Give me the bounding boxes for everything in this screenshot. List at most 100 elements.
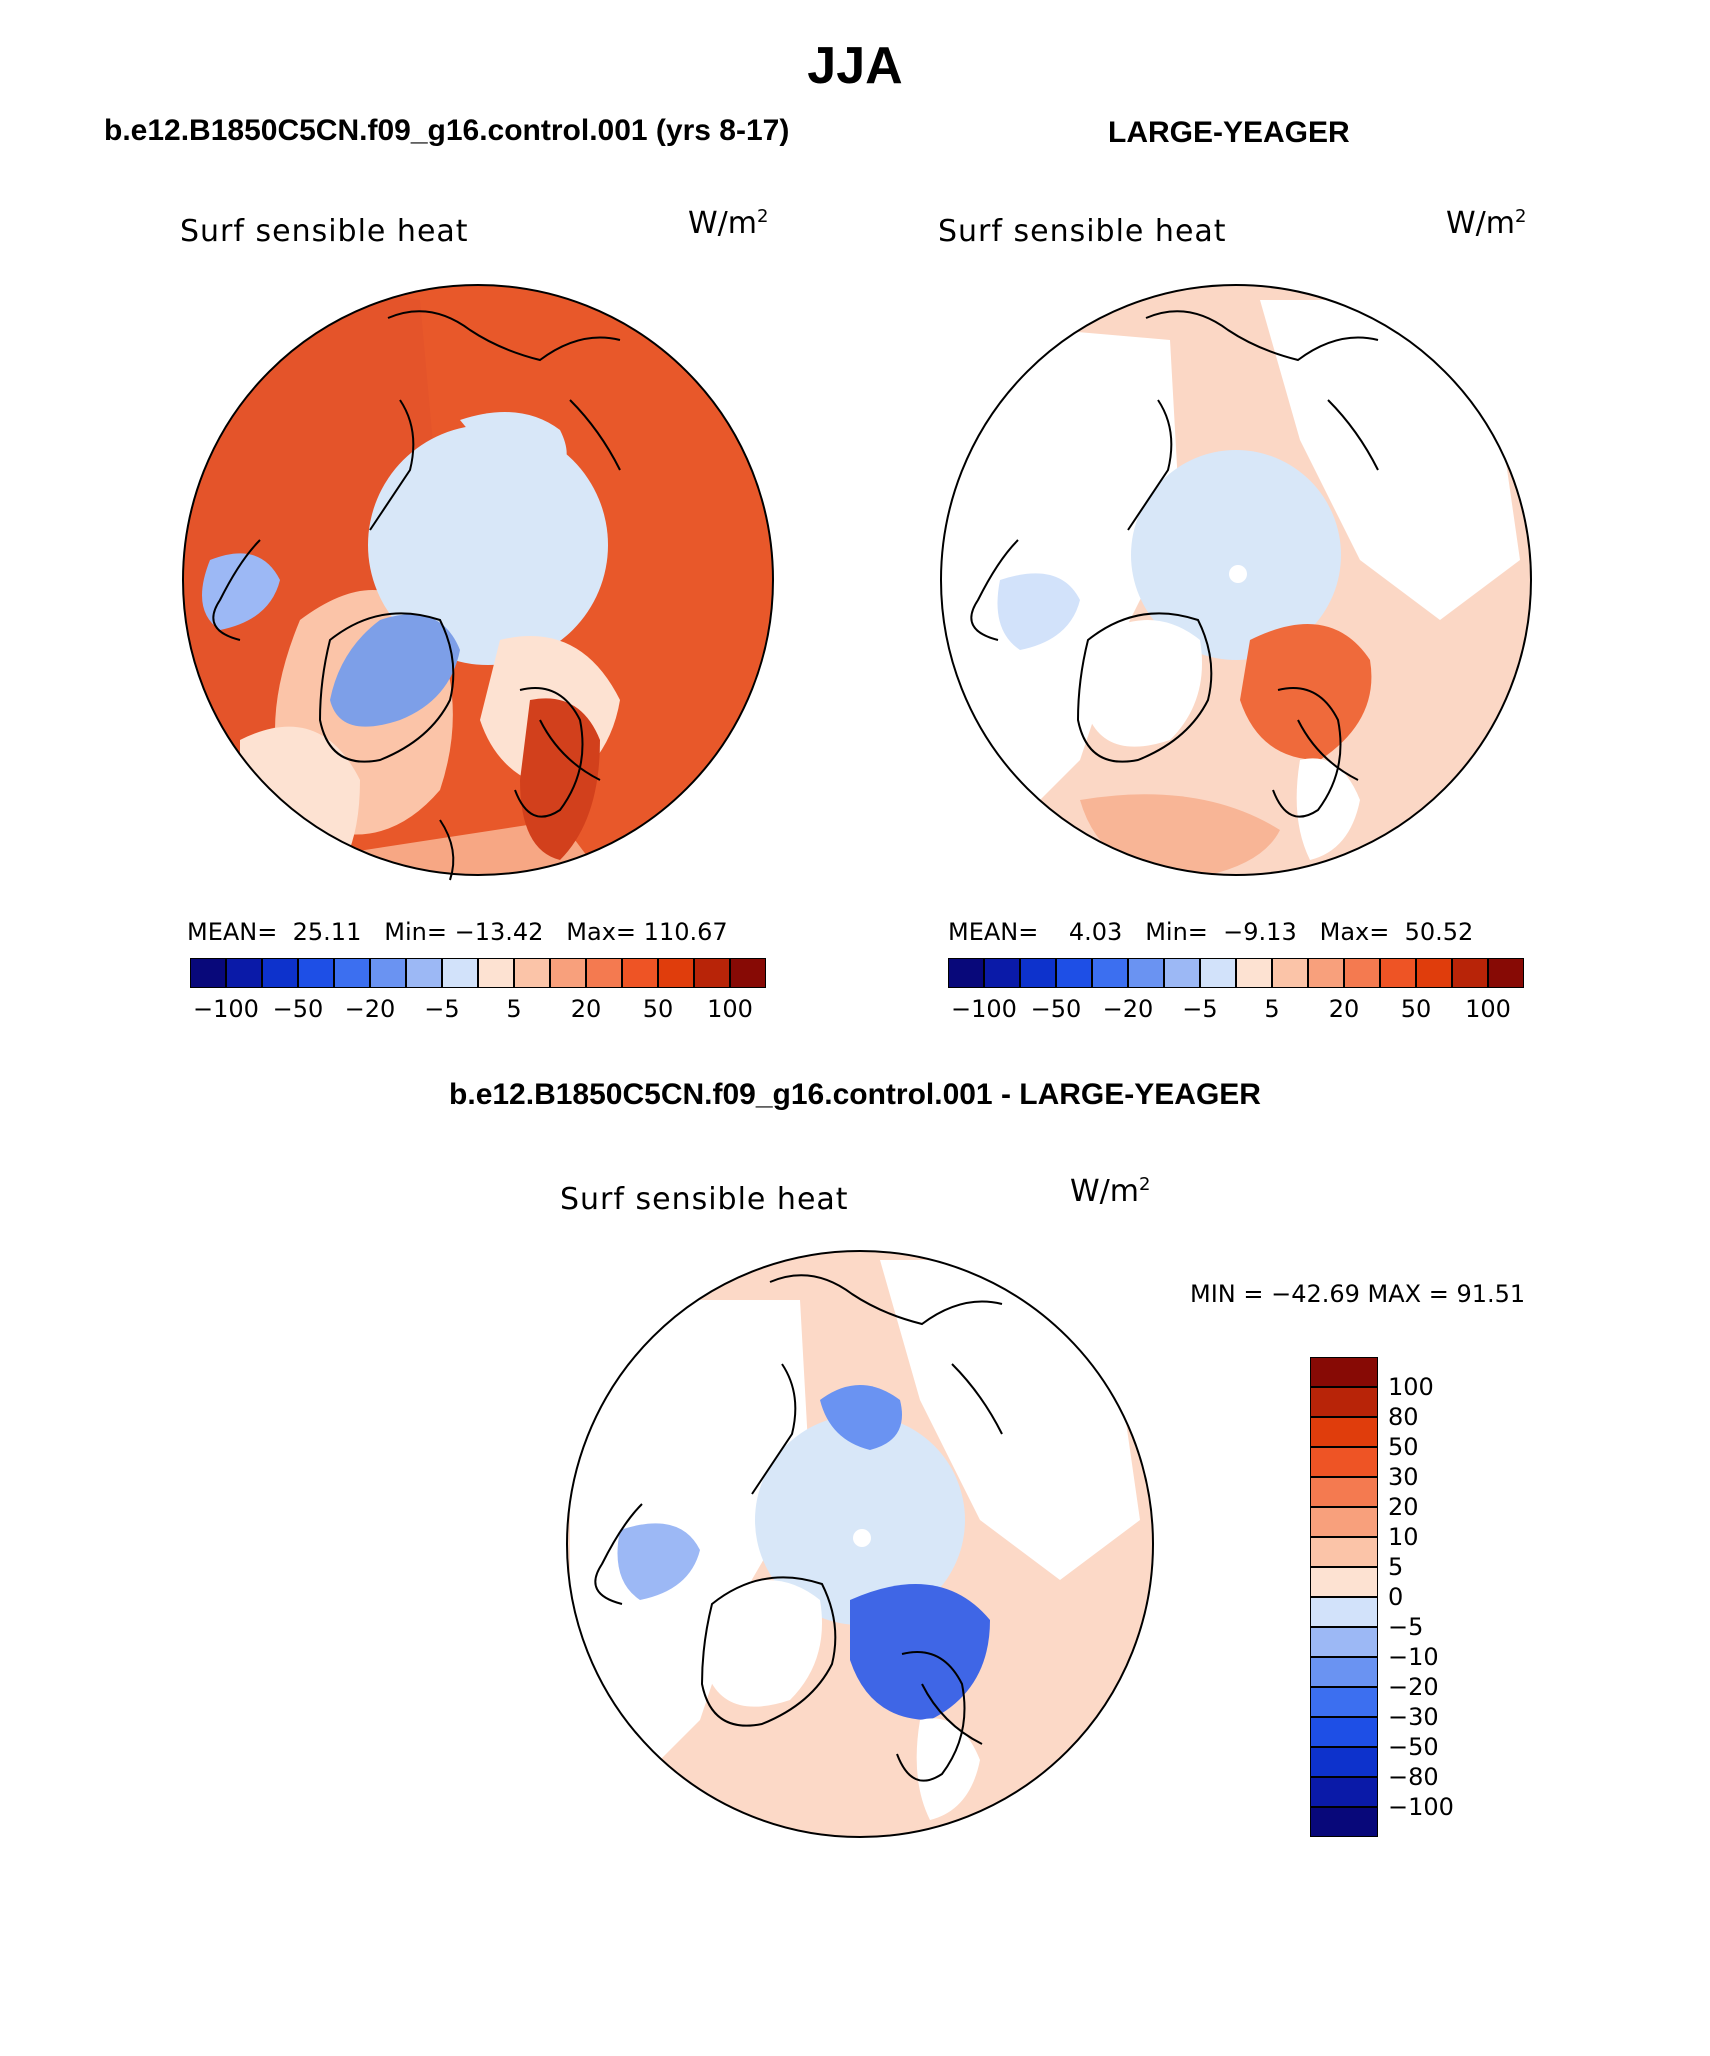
control-colorbar xyxy=(190,958,766,988)
diff-sea-ice-field xyxy=(755,1415,965,1625)
diff-colorbar-box xyxy=(1310,1387,1378,1417)
ly-max-label: Max= xyxy=(1319,918,1390,946)
control-mean-value: 25.11 xyxy=(292,918,362,946)
control-sea-ice-lobe xyxy=(460,412,567,480)
ly-greenland-land xyxy=(1090,620,1202,747)
diff-colorbar-box xyxy=(1310,1507,1378,1537)
diff-colorbar-tick-label: −100 xyxy=(1388,1793,1454,1821)
ly-scandinavia-land xyxy=(1296,758,1360,860)
control-map-frame xyxy=(182,284,774,876)
control-polar-map xyxy=(183,285,773,875)
control-coastlines xyxy=(212,310,621,881)
ly-colorbar-box xyxy=(1380,958,1416,988)
ly-colorbar-tick-label: 100 xyxy=(1465,995,1511,1023)
ly-colorbar-box xyxy=(948,958,984,988)
control-max-label: Max= xyxy=(566,918,637,946)
control-min-label: Min= xyxy=(384,918,447,946)
control-sea-ice-field xyxy=(368,425,608,665)
diff-units-label: W/m2 xyxy=(1070,1174,1151,1209)
diff-colorbar-box xyxy=(1310,1807,1378,1837)
ly-colorbar-box xyxy=(1056,958,1092,988)
ly-max-value: 50.52 xyxy=(1404,918,1474,946)
control-stats-line: MEAN= 25.11 Min= −13.42 Max= 110.67 xyxy=(187,918,728,946)
ly-colorbar-box xyxy=(1128,958,1164,988)
ly-colorbar-box xyxy=(1488,958,1524,988)
control-scandinavia-field xyxy=(520,698,600,860)
ly-colorbar-box xyxy=(984,958,1020,988)
diff-min-max-label: MIN = −42.69 MAX = 91.51 xyxy=(1190,1280,1526,1308)
diff-colorbar-tick-label: 50 xyxy=(1388,1433,1419,1461)
diff-variable-label: Surf sensible heat xyxy=(560,1182,849,1217)
diff-colorbar-tick-label: −30 xyxy=(1388,1703,1439,1731)
ly-mean-label: MEAN= xyxy=(948,918,1039,946)
control-baffin-bay-field xyxy=(240,726,360,875)
ly-min-label: Min= xyxy=(1145,918,1208,946)
diff-coastlines xyxy=(594,1274,1003,1782)
control-colorbar-box xyxy=(298,958,334,988)
ly-colorbar-box xyxy=(1416,958,1452,988)
figure-title: JJA xyxy=(807,37,903,95)
ly-colorbar-tick-label: −5 xyxy=(1182,995,1218,1023)
control-colorbar-tick-label: −50 xyxy=(272,995,324,1023)
control-max-value: 110.67 xyxy=(643,918,728,946)
ly-sea-ice-field xyxy=(1131,450,1341,660)
diff-ice-edge-anomaly xyxy=(820,1385,902,1450)
control-colorbar-box xyxy=(370,958,406,988)
diff-scandinavia-land xyxy=(916,1718,980,1820)
ly-min-value: −9.13 xyxy=(1223,918,1297,946)
control-colorbar-box xyxy=(478,958,514,988)
diff-colorbar-tick-label: −20 xyxy=(1388,1673,1439,1701)
diff-colorbar-box xyxy=(1310,1627,1378,1657)
control-colorbar-box xyxy=(442,958,478,988)
diff-colorbar-box xyxy=(1310,1687,1378,1717)
control-colorbar-box xyxy=(550,958,586,988)
control-colorbar-tick-label: −100 xyxy=(193,995,259,1023)
diff-colorbar-tick-label: 0 xyxy=(1388,1583,1404,1611)
control-colorbar-box xyxy=(190,958,226,988)
control-mean-label: MEAN= xyxy=(187,918,278,946)
ly-hudson-bay-field xyxy=(997,573,1080,650)
control-colorbar-tick-label: 20 xyxy=(570,995,602,1023)
ly-map-frame xyxy=(940,284,1532,876)
diff-hudson-bay-field xyxy=(617,1523,700,1600)
ly-colorbar-tick-label: 50 xyxy=(1400,995,1432,1023)
diff-colorbar-box xyxy=(1310,1597,1378,1627)
control-colorbar-box xyxy=(262,958,298,988)
diff-colorbar-box xyxy=(1310,1477,1378,1507)
ly-colorbar-tick-label: −20 xyxy=(1102,995,1154,1023)
diff-colorbar-box xyxy=(1310,1417,1378,1447)
control-colorbar-box xyxy=(730,958,766,988)
diff-colorbar xyxy=(1310,1357,1378,1837)
control-hudson-bay-field xyxy=(202,553,280,630)
diff-colorbar-box xyxy=(1310,1717,1378,1747)
control-colorbar-tick-label: 5 xyxy=(506,995,522,1023)
control-min-value: −13.42 xyxy=(454,918,544,946)
control-units-label: W/m2 xyxy=(688,206,769,241)
diff-colorbar-box xyxy=(1310,1657,1378,1687)
control-colorbar-box xyxy=(622,958,658,988)
diff-pole-hole xyxy=(853,1529,871,1547)
ly-colorbar-tick-label: −50 xyxy=(1030,995,1082,1023)
control-colorbar-box xyxy=(406,958,442,988)
diff-panel-title: b.e12.B1850C5CN.f09_g16.control.001 - LA… xyxy=(449,1078,1261,1111)
ly-stats-line: MEAN= 4.03 Min= −9.13 Max= 50.52 xyxy=(948,918,1473,946)
diff-colorbar-box xyxy=(1310,1537,1378,1567)
diff-colorbar-tick-label: −10 xyxy=(1388,1643,1439,1671)
ly-colorbar-box xyxy=(1452,958,1488,988)
diff-colorbar-tick-label: −80 xyxy=(1388,1763,1439,1791)
ly-pole-hole xyxy=(1229,565,1247,583)
ly-colorbar-box xyxy=(1344,958,1380,988)
control-colorbar-box xyxy=(514,958,550,988)
control-colorbar-tick-label: −5 xyxy=(424,995,460,1023)
ly-colorbar-ticks: −100 −50 −20 −5 5 20 50 100 xyxy=(948,995,1524,1025)
diff-colorbar-box xyxy=(1310,1747,1378,1777)
control-colorbar-tick-label: 100 xyxy=(707,995,753,1023)
ly-colorbar-box xyxy=(1092,958,1128,988)
diff-colorbar-tick-label: 100 xyxy=(1388,1373,1434,1401)
control-north-america-field xyxy=(185,285,440,860)
control-variable-label: Surf sensible heat xyxy=(180,214,469,249)
ly-colorbar-box xyxy=(1020,958,1056,988)
diff-colorbar-tick-label: −50 xyxy=(1388,1733,1439,1761)
control-colorbar-box xyxy=(658,958,694,988)
